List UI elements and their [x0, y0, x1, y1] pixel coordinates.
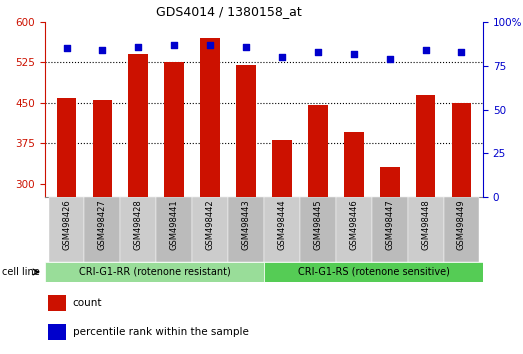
Text: GSM498448: GSM498448: [421, 199, 430, 250]
Text: percentile rank within the sample: percentile rank within the sample: [73, 327, 248, 337]
Bar: [228, 197, 264, 262]
Bar: [164, 62, 184, 197]
Text: CRI-G1-RS (rotenone sensitive): CRI-G1-RS (rotenone sensitive): [298, 267, 449, 277]
Text: GSM498426: GSM498426: [62, 199, 71, 250]
Point: [349, 51, 358, 56]
Bar: [236, 65, 256, 197]
Text: GSM498447: GSM498447: [385, 199, 394, 250]
Text: cell line: cell line: [2, 267, 40, 277]
Text: GSM498443: GSM498443: [242, 199, 251, 250]
Point: [314, 49, 322, 55]
Point: [422, 47, 430, 53]
Bar: [156, 197, 192, 262]
Point: [98, 47, 107, 53]
Bar: [264, 262, 483, 282]
Text: GSM498445: GSM498445: [313, 199, 322, 250]
Point: [457, 49, 465, 55]
Bar: [264, 197, 300, 262]
Bar: [444, 197, 480, 262]
Bar: [372, 197, 407, 262]
Bar: [416, 95, 436, 197]
Text: count: count: [73, 298, 102, 308]
Bar: [45, 262, 264, 282]
Bar: [200, 38, 220, 197]
Text: GDS4014 / 1380158_at: GDS4014 / 1380158_at: [156, 6, 302, 18]
Bar: [93, 100, 112, 197]
Bar: [300, 197, 336, 262]
Bar: [407, 197, 444, 262]
Point: [206, 42, 214, 47]
Bar: [308, 105, 328, 197]
Point: [134, 44, 143, 49]
Point: [278, 54, 286, 60]
Point: [170, 42, 178, 47]
Bar: [336, 197, 372, 262]
Text: GSM498444: GSM498444: [277, 199, 287, 250]
Bar: [48, 295, 66, 312]
Point: [242, 44, 250, 49]
Bar: [120, 197, 156, 262]
Point: [385, 56, 394, 62]
Text: GSM498428: GSM498428: [134, 199, 143, 250]
Bar: [129, 54, 148, 197]
Bar: [380, 167, 400, 197]
Text: GSM498446: GSM498446: [349, 199, 358, 250]
Bar: [192, 197, 228, 262]
Text: GSM498449: GSM498449: [457, 199, 466, 250]
Bar: [344, 132, 363, 197]
Bar: [49, 197, 85, 262]
Bar: [85, 197, 120, 262]
Bar: [451, 103, 471, 197]
Text: GSM498441: GSM498441: [170, 199, 179, 250]
Text: GSM498427: GSM498427: [98, 199, 107, 250]
Bar: [48, 324, 66, 340]
Bar: [56, 98, 76, 197]
Text: CRI-G1-RR (rotenone resistant): CRI-G1-RR (rotenone resistant): [78, 267, 230, 277]
Point: [62, 45, 71, 51]
Bar: [272, 141, 292, 197]
Text: GSM498442: GSM498442: [206, 199, 214, 250]
